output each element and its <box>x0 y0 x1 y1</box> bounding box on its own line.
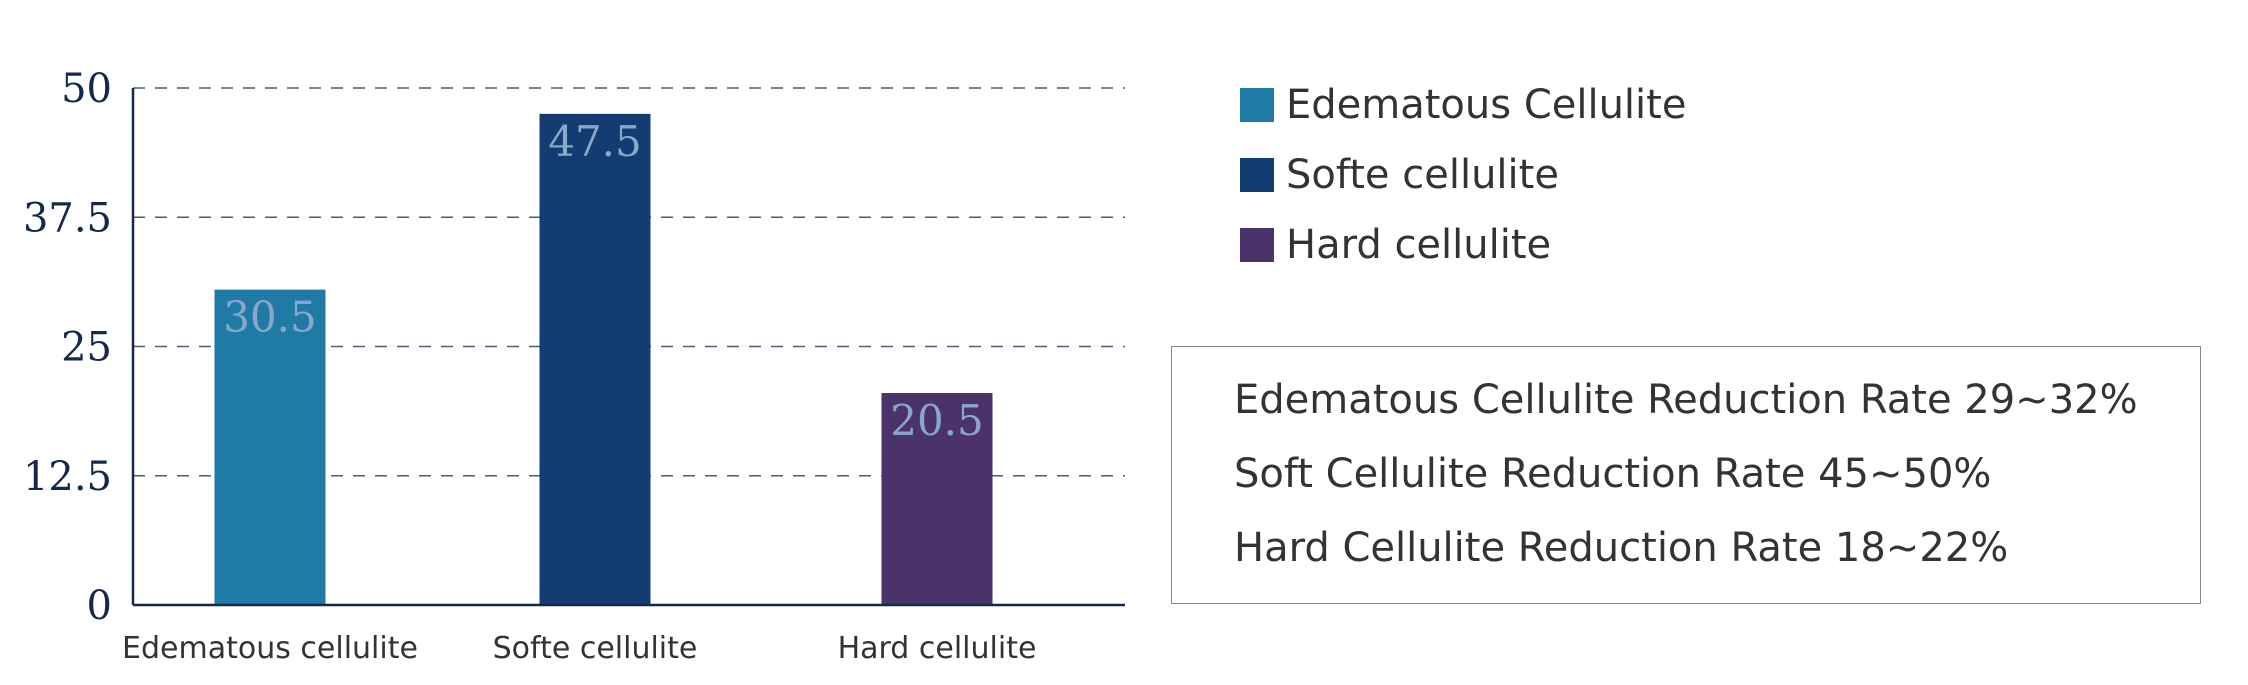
y-tick-label-4: 50 <box>61 66 112 112</box>
bar-value-label-0: 30.5 <box>223 293 317 342</box>
y-tick-label-0: 0 <box>87 583 112 629</box>
chart-legend: Edematous Cellulite Softe cellulite Hard… <box>1240 70 1686 280</box>
x-tick-label-2: Hard cellulite <box>838 631 1037 666</box>
legend-swatch-edematous <box>1240 88 1274 122</box>
note-hard-rate: Hard Cellulite Reduction Rate 18~22% <box>1234 525 2009 571</box>
bar-0 <box>214 289 326 605</box>
note-edematous-rate: Edematous Cellulite Reduction Rate 29~32… <box>1234 377 2138 423</box>
legend-item-hard: Hard cellulite <box>1240 210 1686 280</box>
legend-swatch-hard <box>1240 228 1274 262</box>
x-tick-label-1: Softe cellulite <box>493 631 698 666</box>
note-soft-rate: Soft Cellulite Reduction Rate 45~50% <box>1234 451 1992 497</box>
bar-1 <box>539 113 651 605</box>
bar-value-label-2: 20.5 <box>890 396 984 445</box>
legend-label-edematous: Edematous Cellulite <box>1286 82 1687 128</box>
reduction-rate-notes: Edematous Cellulite Reduction Rate 29~32… <box>1171 346 2201 604</box>
legend-item-soft: Softe cellulite <box>1240 140 1686 210</box>
legend-swatch-soft <box>1240 158 1274 192</box>
bar-2 <box>881 393 993 605</box>
legend-item-edematous: Edematous Cellulite <box>1240 70 1686 140</box>
legend-label-soft: Softe cellulite <box>1286 152 1559 198</box>
x-tick-label-0: Edematous cellulite <box>122 631 418 666</box>
y-tick-label-1: 12.5 <box>23 454 112 500</box>
y-tick-label-3: 37.5 <box>23 195 112 241</box>
legend-label-hard: Hard cellulite <box>1286 222 1552 268</box>
bar-value-label-1: 47.5 <box>548 117 642 166</box>
y-tick-label-2: 25 <box>61 325 112 371</box>
